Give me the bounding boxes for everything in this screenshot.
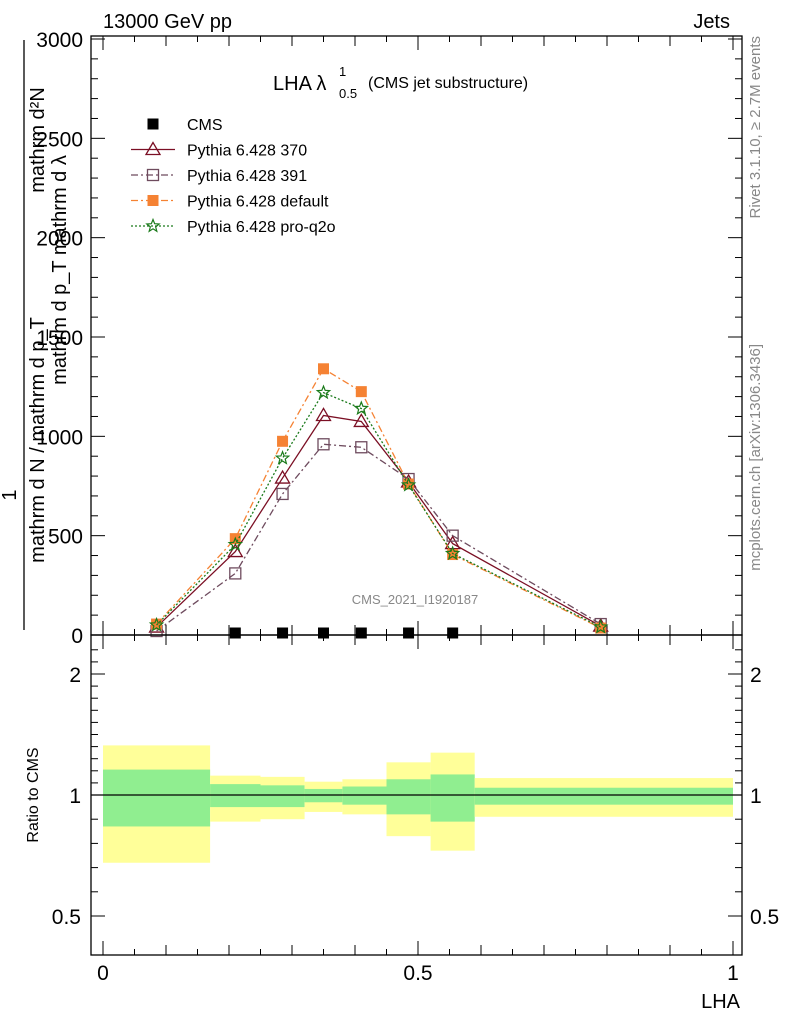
legend-marker-2	[146, 168, 160, 182]
series-3-point	[318, 363, 329, 375]
y-tick-label: 1500	[36, 327, 83, 350]
series-4-point	[227, 536, 244, 552]
ratio-y-tick-label-right: 1	[750, 785, 762, 808]
legend-label-4: Pythia 6.428 pro-q2o	[187, 219, 336, 236]
series-4-point	[400, 476, 417, 492]
y-label-second-denominator: mathrm d p_T mathrm d λ	[49, 155, 71, 385]
series-3-point	[403, 478, 415, 490]
series-4-point	[274, 450, 291, 465]
x-tick-label: 0.5	[403, 962, 432, 985]
ratio-band-inner-4	[342, 786, 387, 805]
series-4-point	[315, 384, 332, 400]
ratio-y-tick-label-right: 0.5	[750, 906, 779, 929]
series-2-point	[276, 487, 289, 501]
series-0-point	[229, 627, 241, 639]
ratio-y-tick-label-right: 2	[750, 664, 762, 687]
ratio-band-inner-3	[304, 788, 343, 803]
ratio-band-inner-6	[430, 774, 475, 822]
header-category-label: Jets	[693, 11, 730, 33]
ratio-y-tick-label: 2	[69, 664, 81, 687]
y-label-denominator: mathrm d N / mathrm d p_T	[27, 317, 49, 563]
series-1-line	[156, 414, 602, 628]
title-subscript: 0.5	[339, 86, 357, 101]
series-1-point	[353, 413, 370, 428]
ratio-y-axis-label: Ratio to CMS	[25, 747, 42, 842]
series-0-point	[277, 627, 289, 639]
legend-marker-0	[147, 118, 159, 130]
legend-label-1: Pythia 6.428 370	[187, 143, 307, 160]
series-2-point	[317, 438, 330, 451]
legend-marker-4	[145, 217, 161, 233]
series-1-point	[274, 469, 291, 484]
legend-label-0: CMS	[187, 117, 223, 134]
plot-title: LHA λ 1 0.5 (CMS jet substructure)	[273, 64, 528, 101]
series-3-point	[355, 386, 367, 398]
ratio-band-inner-5	[386, 779, 431, 815]
series-3-point	[595, 622, 607, 634]
series-3-point	[277, 435, 289, 447]
x-tick-label: 0	[97, 962, 109, 985]
x-axis-label: LHA	[701, 991, 741, 1013]
rivet-version-label: Rivet 3.1.10, ≥ 2.7M events	[747, 36, 764, 219]
ratio-band-inner-1	[210, 784, 261, 808]
legend-marker-3	[147, 195, 159, 206]
series-0-point	[403, 627, 415, 639]
mcplots-source-label: mcplots.cern.ch [arXiv:1306.3436]	[747, 344, 764, 571]
y-tick-label: 1000	[36, 426, 83, 449]
header-energy-label: 13000 GeV pp	[103, 11, 232, 33]
ratio-y-tick-label: 1	[69, 785, 81, 808]
x-tick-label: 1	[727, 962, 739, 985]
series-2-line	[156, 443, 602, 632]
ratio-plot-panel: 0 0.5 1 0.5 0.5 1 1 2 2	[52, 634, 779, 985]
y-tick-label: 500	[48, 526, 83, 549]
main-plot-panel: 0 500 1000 1500 2000 2500 3000 CMS_2021_I192018…	[36, 29, 743, 648]
title-superscript: 1	[339, 64, 346, 79]
legend-label-2: Pythia 6.428 391	[187, 168, 307, 185]
y-label-second-numerator: mathrm d²N	[27, 87, 49, 193]
y-label-numerator: 1	[0, 489, 21, 500]
ratio-band-inner-2	[260, 785, 305, 808]
series-3-point	[151, 618, 163, 630]
series-2-point	[229, 567, 242, 580]
ratio-band-inner-7	[474, 787, 733, 805]
series-4-point	[353, 400, 370, 416]
y-tick-label: 2000	[36, 228, 83, 251]
title-suffix: (CMS jet substructure)	[368, 75, 528, 92]
series-4-point	[592, 618, 609, 634]
series-0-point	[447, 627, 459, 639]
series-2-point	[355, 441, 368, 454]
y-label-left-fraction: 1 mathrm d N / mathrm d p_T mathrm d²Nmath…	[0, 40, 71, 630]
main-y-axis-label: 1 mathrm d N / mathrm d p_T mathrm d²Nmath…	[0, 40, 71, 630]
series-4-point	[148, 616, 165, 632]
series-0-point	[355, 627, 367, 639]
series-4-point	[444, 545, 461, 561]
title-main: LHA λ	[273, 73, 326, 95]
legend-label-3: Pythia 6.428 default	[187, 194, 329, 211]
series-4-line	[156, 391, 601, 628]
ratio-y-tick-label: 0.5	[52, 906, 81, 929]
y-tick-label: 2500	[36, 128, 83, 151]
ratio-band-inner-0	[103, 769, 211, 827]
y-tick-label: 3000	[36, 29, 83, 52]
analysis-watermark: CMS_2021_I1920187	[352, 592, 479, 607]
legend: CMS Pythia 6.428 370 Pythia 6.428 391 Pythi…	[131, 117, 336, 236]
series-2-point	[446, 529, 459, 542]
y-tick-label: 0	[71, 625, 83, 648]
series-1-point	[315, 407, 332, 422]
series-1-point	[227, 543, 244, 558]
series-3-point	[447, 549, 459, 561]
legend-marker-1	[144, 141, 162, 156]
series-0-point	[318, 627, 329, 639]
